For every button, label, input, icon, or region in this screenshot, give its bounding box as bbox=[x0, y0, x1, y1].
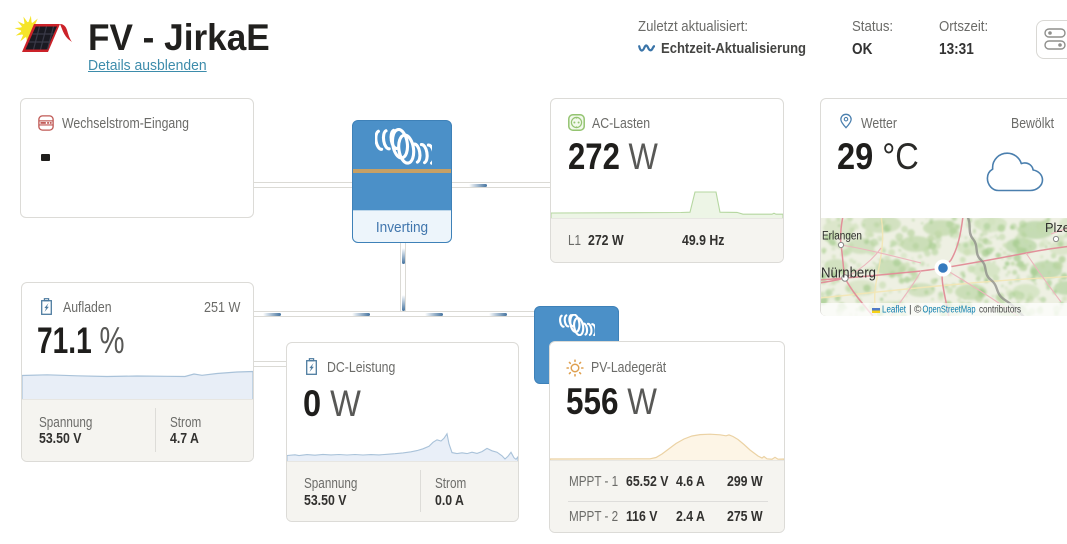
svg-text:OpenStreetMap: OpenStreetMap bbox=[923, 305, 976, 316]
svg-text:|: | bbox=[909, 305, 912, 316]
svg-text:©: © bbox=[914, 305, 922, 316]
svg-text:Erlangen: Erlangen bbox=[822, 231, 862, 243]
svg-text:Plzeň: Plzeň bbox=[1045, 221, 1067, 235]
svg-text:contributors: contributors bbox=[979, 305, 1021, 316]
svg-text:Leaflet: Leaflet bbox=[882, 305, 906, 316]
svg-text:Nürnberg: Nürnberg bbox=[821, 266, 876, 282]
